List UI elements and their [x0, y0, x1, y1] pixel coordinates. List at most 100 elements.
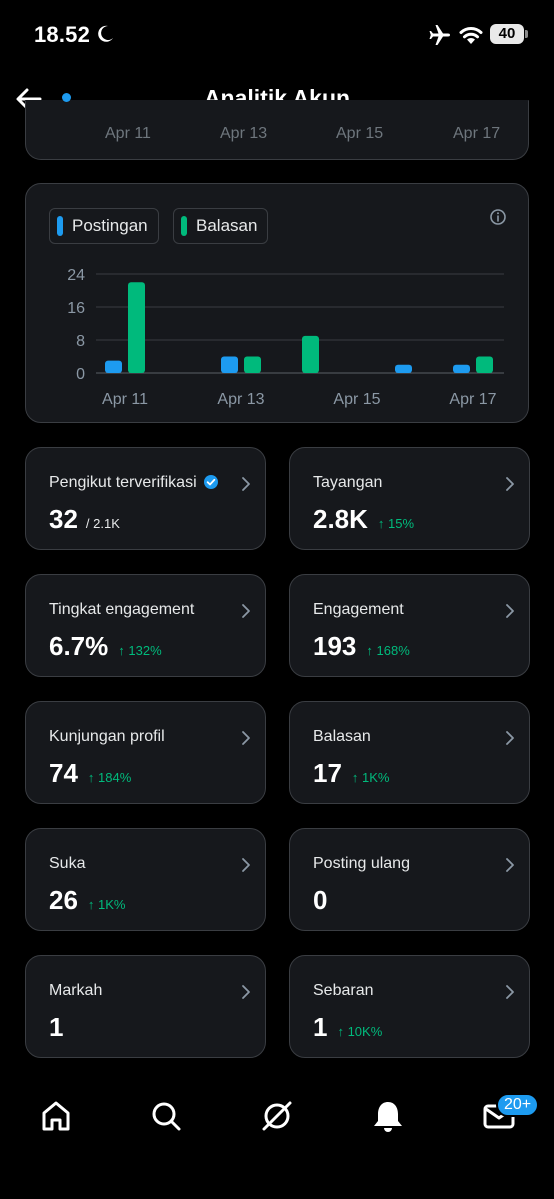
bar-replies[interactable] [128, 282, 145, 373]
home-notification-dot [62, 93, 71, 102]
stat-card-engagements[interactable]: Engagement 193 ↑ 168% [289, 574, 530, 677]
stat-label: Balasan [313, 728, 371, 746]
bell-icon[interactable] [370, 1098, 406, 1134]
stat-change: ↑ 15% [377, 516, 415, 531]
stat-row: 1 [49, 1012, 63, 1043]
stat-card-engagement-rate[interactable]: Tingkat engagement 6.7% ↑ 132% [25, 574, 266, 677]
bar-replies[interactable] [302, 335, 319, 373]
x-tick-label: Apr 17 [449, 391, 496, 408]
y-tick-label: 0 [76, 366, 85, 383]
bar-posts[interactable] [105, 360, 122, 373]
x-tick-label: Apr 15 [336, 125, 384, 142]
stat-value: 26 [49, 885, 78, 915]
stat-value: 32 [49, 504, 78, 534]
stat-change: ↑ 1K% [87, 897, 126, 912]
stat-label: Engagement [313, 601, 404, 619]
stat-label: Markah [49, 982, 102, 1000]
back-arrow-icon[interactable] [12, 82, 46, 116]
stat-change: ↑ 1K% [351, 770, 390, 785]
legend-replies[interactable]: Balasan [173, 208, 269, 244]
battery-cap [525, 30, 528, 38]
legend-label-posts: Postingan [72, 216, 148, 235]
battery-indicator: 40 [490, 24, 524, 44]
search-icon[interactable] [148, 1098, 184, 1134]
legend-swatch-posts [57, 216, 63, 236]
chevron-right-icon [506, 731, 514, 745]
x-tick-label: Apr 13 [217, 391, 264, 408]
stat-label: Suka [49, 855, 85, 873]
stat-label: Posting ulang [313, 855, 410, 873]
posts-replies-chart-card: Postingan Balasan 24 16 8 0 Apr 11 Apr 13 Apr … [25, 183, 529, 423]
stat-card-likes[interactable]: Suka 26 ↑ 1K% [25, 828, 266, 931]
chevron-right-icon [242, 731, 250, 745]
bar-posts[interactable] [221, 356, 238, 374]
stat-row: 32 / 2.1K [49, 504, 120, 535]
chevron-right-icon [506, 477, 514, 491]
stat-label-text: Posting ulang [313, 855, 410, 872]
x-tick-label: Apr 15 [333, 391, 380, 408]
x-tick-label: Apr 11 [105, 125, 151, 142]
y-tick-label: 16 [67, 300, 85, 317]
stat-value: 1 [49, 1012, 64, 1042]
info-icon[interactable] [489, 208, 507, 226]
stat-label-text: Engagement [313, 601, 404, 618]
legend-posts[interactable]: Postingan [49, 208, 159, 244]
stat-card-reposts[interactable]: Posting ulang 0 [289, 828, 530, 931]
previous-chart-card: Apr 11 Apr 13 Apr 15 Apr 17 [25, 100, 529, 160]
stat-label-text: Balasan [313, 728, 371, 745]
stat-label-text: Suka [49, 855, 86, 872]
bar-posts[interactable] [453, 364, 470, 373]
stat-value: 17 [313, 758, 342, 788]
stat-card-shares[interactable]: Sebaran 1 ↑ 10K% [289, 955, 530, 1058]
stat-label: Kunjungan profil [49, 728, 165, 746]
status-time: 18.52 [34, 22, 91, 47]
stat-label-text: Tayangan [313, 474, 383, 491]
chevron-right-icon [506, 604, 514, 618]
stat-card-verified-followers[interactable]: Pengikut terverifikasi 32 / 2.1K [25, 447, 266, 550]
bar-posts[interactable] [395, 364, 412, 373]
stat-change: ↑ 168% [366, 643, 410, 658]
chevron-right-icon [242, 477, 250, 491]
verified-badge-icon [203, 475, 218, 489]
bar-replies[interactable] [244, 356, 261, 374]
stat-row: 74 ↑ 184% [49, 758, 131, 789]
stat-card-replies[interactable]: Balasan 17 ↑ 1K% [289, 701, 530, 804]
stat-row: 26 ↑ 1K% [49, 885, 126, 916]
stat-card-profile-visits[interactable]: Kunjungan profil 74 ↑ 184% [25, 701, 266, 804]
stat-row: 17 ↑ 1K% [313, 758, 390, 789]
status-bar: 18.52 40 [0, 0, 554, 70]
stat-value: 1 [313, 1012, 328, 1042]
stat-value: 193 [313, 631, 357, 661]
stat-value: 74 [49, 758, 78, 788]
stat-value: 6.7% [49, 631, 109, 661]
stat-card-impressions[interactable]: Tayangan 2.8K ↑ 15% [289, 447, 530, 550]
stat-row: 1 ↑ 10K% [313, 1012, 382, 1043]
airplane-icon [429, 25, 450, 45]
x-tick-label: Apr 17 [453, 125, 501, 142]
stat-value: 2.8K [313, 504, 368, 534]
home-icon[interactable] [38, 1098, 74, 1134]
wifi-icon [459, 27, 483, 44]
x-tick-label: Apr 13 [220, 125, 268, 142]
stat-row: 2.8K ↑ 15% [313, 504, 414, 535]
stat-change: ↑ 10K% [337, 1024, 383, 1039]
chevron-right-icon [242, 604, 250, 618]
stat-label-text: Sebaran [313, 982, 374, 999]
stat-label-text: Kunjungan profil [49, 728, 165, 745]
y-tick-label: 8 [76, 333, 85, 350]
grok-icon[interactable] [259, 1098, 295, 1134]
stat-row: 193 ↑ 168% [313, 631, 410, 662]
stat-card-bookmarks[interactable]: Markah 1 [25, 955, 266, 1058]
stat-row: 0 [313, 885, 327, 916]
chevron-right-icon [506, 985, 514, 999]
messages-badge: 20+ [496, 1093, 540, 1117]
stat-label: Sebaran [313, 982, 374, 1000]
stat-label: Tingkat engagement [49, 601, 194, 619]
stat-label-text: Markah [49, 982, 103, 999]
stat-label-text: Pengikut terverifikasi [49, 474, 197, 491]
stat-change: ↑ 184% [87, 770, 132, 785]
bar-replies[interactable] [476, 356, 493, 374]
home-indicator [0, 1160, 554, 1199]
stat-row: 6.7% ↑ 132% [49, 631, 162, 662]
y-tick-label: 24 [67, 267, 85, 284]
